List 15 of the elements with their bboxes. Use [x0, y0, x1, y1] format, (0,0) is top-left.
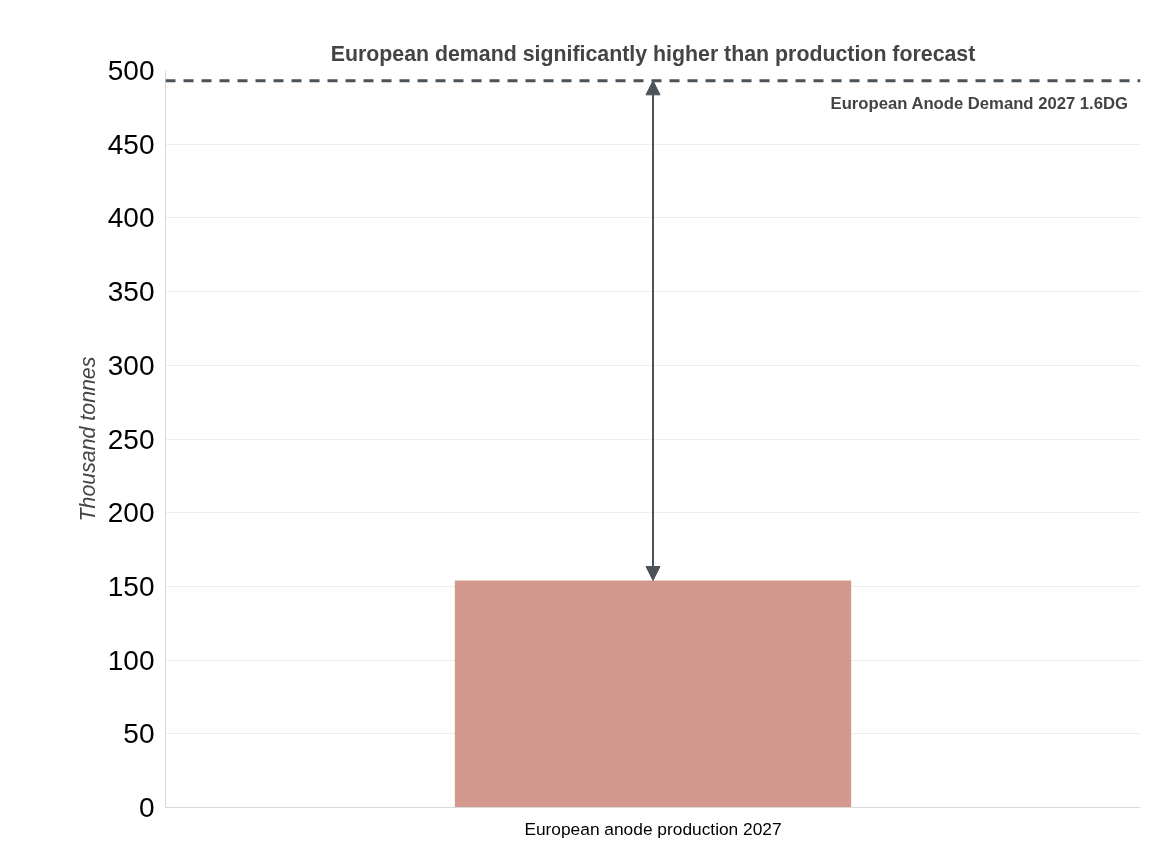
chart-title: European demand significantly higher than production forecast: [330, 41, 976, 66]
y-tick-label: 50: [123, 718, 155, 750]
y-tick-label: 450: [107, 128, 155, 160]
y-tick-label: 100: [107, 644, 155, 676]
y-tick-label: 250: [107, 423, 155, 455]
y-tick-label: 0: [138, 792, 155, 823]
y-tick-label: 350: [107, 276, 155, 308]
y-tick-label: 300: [107, 349, 155, 381]
y-tick-label: 200: [107, 497, 155, 529]
ref-line-label: European Anode Demand 2027 1.6DG: [830, 93, 1128, 113]
y-axis-title: Thousand tonnes: [75, 356, 100, 522]
y-tick-label: 500: [107, 55, 155, 86]
x-tick-label: European anode production 2027: [524, 818, 782, 839]
y-tick-label: 400: [107, 202, 155, 234]
y-tick-label: 150: [107, 570, 155, 602]
